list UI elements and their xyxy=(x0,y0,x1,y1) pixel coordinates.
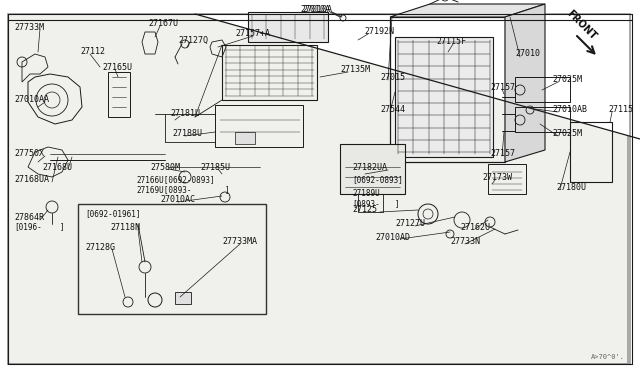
Text: 27010A: 27010A xyxy=(300,4,330,13)
Text: ]: ] xyxy=(225,186,230,195)
Text: 27864R: 27864R xyxy=(14,212,44,221)
Bar xyxy=(358,194,383,212)
Text: 27166U[0692-0893]: 27166U[0692-0893] xyxy=(136,176,214,185)
Text: 27010AC: 27010AC xyxy=(160,196,195,205)
Text: 27169U[0893-: 27169U[0893- xyxy=(136,186,191,195)
Text: 27733MA: 27733MA xyxy=(222,237,257,247)
Text: 27112: 27112 xyxy=(80,48,105,57)
Bar xyxy=(215,105,303,147)
Bar xyxy=(515,77,570,102)
Text: 27173W: 27173W xyxy=(482,173,512,182)
Text: 27157: 27157 xyxy=(490,150,515,158)
Text: 27010AB: 27010AB xyxy=(552,106,587,115)
Text: 27750X: 27750X xyxy=(14,150,44,158)
Text: [0692-01961]: [0692-01961] xyxy=(85,209,141,218)
Polygon shape xyxy=(390,4,545,17)
Text: [0692-0893]: [0692-0893] xyxy=(352,176,403,185)
Text: 27180U: 27180U xyxy=(556,183,586,192)
Text: 27185U: 27185U xyxy=(200,163,230,171)
Text: 27010: 27010 xyxy=(515,49,540,58)
Text: 27189U: 27189U xyxy=(352,189,380,199)
Text: 27188U: 27188U xyxy=(172,129,202,138)
Text: ]: ] xyxy=(60,222,65,231)
Bar xyxy=(390,17,505,162)
Text: 27127U: 27127U xyxy=(395,219,425,228)
Text: [0196-: [0196- xyxy=(14,222,42,231)
Text: 27182UA: 27182UA xyxy=(352,163,387,171)
Bar xyxy=(395,92,445,122)
Bar xyxy=(488,164,526,194)
Text: 27733M: 27733M xyxy=(14,22,44,32)
Text: 27733N: 27733N xyxy=(450,237,480,247)
Bar xyxy=(248,12,328,42)
Text: 27025M: 27025M xyxy=(552,129,582,138)
Text: A>70^0'.: A>70^0'. xyxy=(591,354,625,360)
Bar xyxy=(222,45,317,100)
Text: 27125: 27125 xyxy=(352,205,377,215)
Text: 27135M: 27135M xyxy=(340,64,370,74)
Text: 27157: 27157 xyxy=(490,83,515,92)
Text: 27168U: 27168U xyxy=(42,163,72,171)
Bar xyxy=(395,37,493,157)
Text: 27580M: 27580M xyxy=(150,163,180,171)
Text: 27010AD: 27010AD xyxy=(375,232,410,241)
Text: 27015: 27015 xyxy=(380,73,405,81)
Text: [0893-: [0893- xyxy=(352,199,380,208)
Text: 27157+A: 27157+A xyxy=(235,29,270,38)
Bar xyxy=(78,204,266,314)
Polygon shape xyxy=(505,4,545,162)
Bar xyxy=(570,122,612,182)
Text: 27165U: 27165U xyxy=(102,62,132,71)
Text: 27115F: 27115F xyxy=(436,38,466,46)
Text: 27128G: 27128G xyxy=(85,243,115,251)
Text: 27025M: 27025M xyxy=(552,76,582,84)
Text: 27010AA: 27010AA xyxy=(14,96,49,105)
Text: 27162U: 27162U xyxy=(460,222,490,231)
Bar xyxy=(395,127,445,157)
Text: 27544: 27544 xyxy=(380,106,405,115)
Polygon shape xyxy=(0,0,640,139)
Text: 27010A: 27010A xyxy=(302,4,332,13)
Text: 27192N: 27192N xyxy=(364,28,394,36)
Bar xyxy=(340,144,405,194)
Bar xyxy=(235,132,255,144)
Bar xyxy=(515,107,570,132)
Text: ]: ] xyxy=(395,199,399,208)
Text: 27127Q: 27127Q xyxy=(178,35,208,45)
Text: 27118N: 27118N xyxy=(110,222,140,231)
Text: 27168UA: 27168UA xyxy=(14,176,49,185)
Text: 27181U: 27181U xyxy=(170,109,200,119)
Bar xyxy=(175,292,191,304)
Text: 27115: 27115 xyxy=(608,106,633,115)
Text: 27167U: 27167U xyxy=(148,19,178,29)
Text: FRONT: FRONT xyxy=(565,9,598,42)
